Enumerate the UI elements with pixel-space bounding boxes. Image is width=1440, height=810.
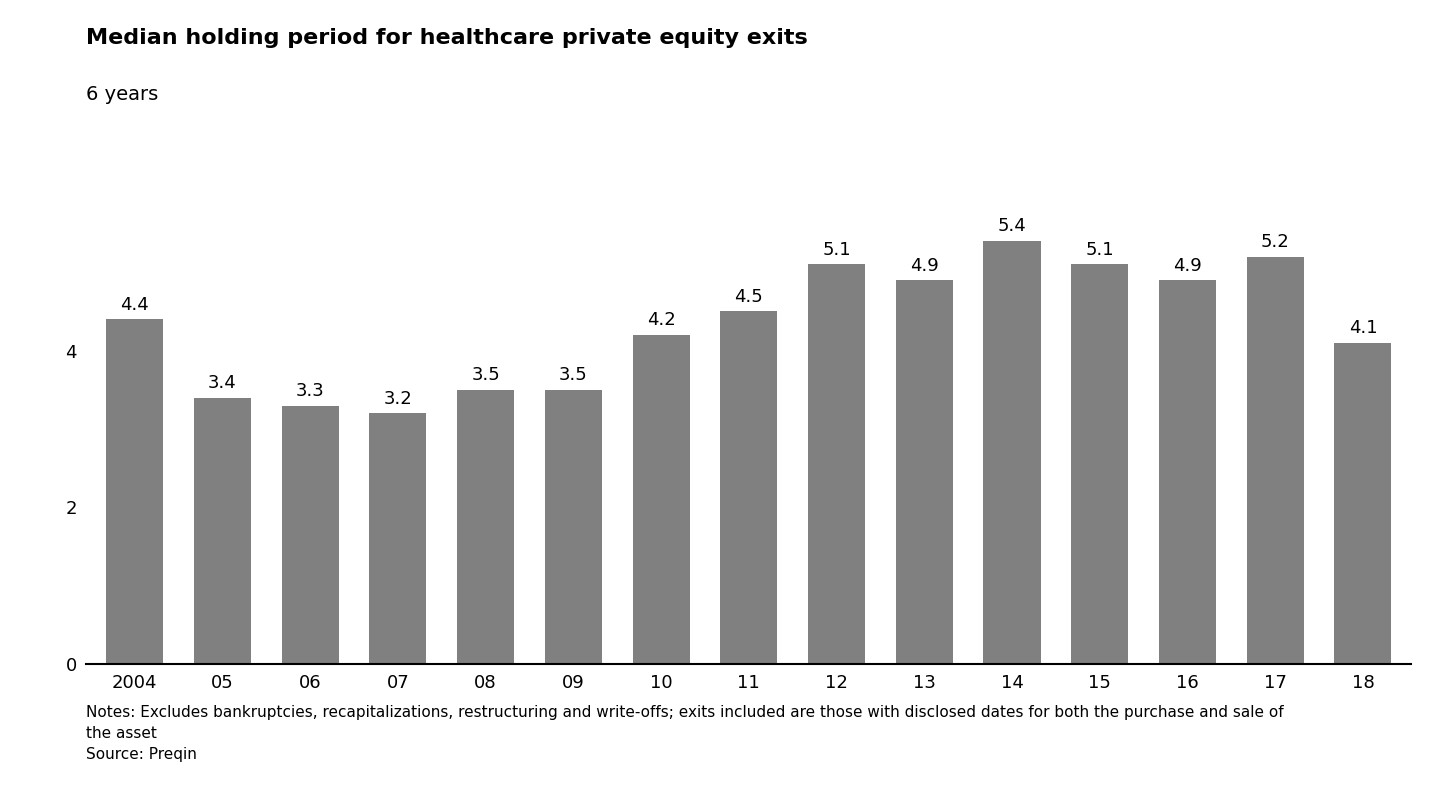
Bar xyxy=(544,390,602,664)
Text: 4.9: 4.9 xyxy=(910,257,939,275)
Text: 4.5: 4.5 xyxy=(734,288,763,306)
Text: 4.2: 4.2 xyxy=(647,312,675,330)
Bar xyxy=(1159,280,1215,664)
Text: 5.4: 5.4 xyxy=(998,217,1027,236)
Bar xyxy=(808,264,865,664)
Bar xyxy=(720,312,778,664)
Bar xyxy=(1247,257,1303,664)
Bar xyxy=(1335,343,1391,664)
Text: 5.2: 5.2 xyxy=(1261,233,1290,251)
Text: 3.3: 3.3 xyxy=(295,382,324,400)
Text: 3.2: 3.2 xyxy=(383,390,412,408)
Bar xyxy=(456,390,514,664)
Bar xyxy=(984,241,1041,664)
Text: 3.4: 3.4 xyxy=(207,374,236,392)
Bar xyxy=(194,398,251,664)
Text: 4.4: 4.4 xyxy=(121,296,148,313)
Text: 4.1: 4.1 xyxy=(1349,319,1377,337)
Bar xyxy=(632,335,690,664)
Text: 3.5: 3.5 xyxy=(559,366,588,385)
Text: 6 years: 6 years xyxy=(86,85,158,104)
Text: 5.1: 5.1 xyxy=(822,241,851,259)
Bar xyxy=(282,406,338,664)
Text: 4.9: 4.9 xyxy=(1174,257,1202,275)
Text: Notes: Excludes bankruptcies, recapitalizations, restructuring and write-offs; e: Notes: Excludes bankruptcies, recapitali… xyxy=(86,705,1284,761)
Text: Median holding period for healthcare private equity exits: Median holding period for healthcare pri… xyxy=(86,28,808,49)
Bar xyxy=(107,319,163,664)
Bar xyxy=(369,413,426,664)
Bar xyxy=(896,280,953,664)
Bar xyxy=(1071,264,1129,664)
Text: 3.5: 3.5 xyxy=(471,366,500,385)
Text: 5.1: 5.1 xyxy=(1086,241,1115,259)
